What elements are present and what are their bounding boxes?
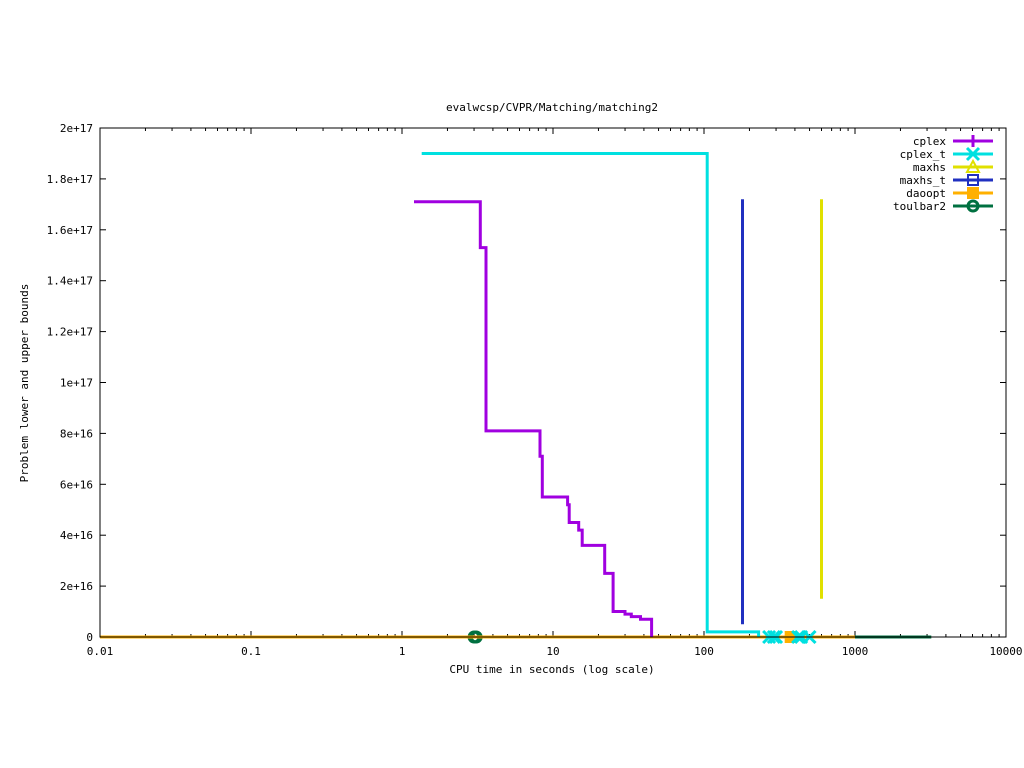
series-line — [421, 152, 761, 637]
legend-label: toulbar2 — [893, 200, 946, 213]
legend-item-toulbar2: toulbar2 — [893, 199, 993, 213]
y-tick-label: 1.8e+17 — [47, 173, 93, 186]
x-tick-label: 0.01 — [87, 645, 114, 658]
x-tick-label: 100 — [694, 645, 714, 658]
y-tick-label: 1e+17 — [60, 377, 93, 390]
x-tick-label: 1 — [399, 645, 406, 658]
x-marker — [965, 146, 981, 162]
series-cplex — [414, 200, 654, 637]
square-marker — [967, 174, 979, 186]
x-axis-label: CPU time in seconds (log scale) — [449, 663, 654, 676]
legend-item-maxhs: maxhs — [913, 158, 993, 174]
legend-label: daoopt — [906, 187, 946, 200]
legend-item-cplex: cplex — [913, 135, 993, 148]
y-tick-label: 6e+16 — [60, 478, 93, 491]
legend-label: cplex_t — [900, 148, 946, 161]
circle-marker — [966, 199, 980, 213]
legend-item-maxhs-t: maxhs_t — [900, 174, 993, 187]
legend-item-daoopt: daoopt — [906, 187, 993, 200]
y-tick-label: 0 — [86, 631, 93, 644]
legend-label: cplex — [913, 135, 946, 148]
series-line — [414, 200, 654, 637]
triangle-marker — [965, 158, 981, 173]
x-tick-label: 10000 — [989, 645, 1022, 658]
axis-ticks: 0.01 0.1 1 10 100 1000 10000 0 2e+16 4e+16 6e+16 8e… — [47, 122, 1023, 658]
y-tick-label: 2e+17 — [60, 122, 93, 135]
plus-marker — [967, 135, 979, 147]
plot-frame — [99, 127, 1007, 638]
x-tick-label: 0.1 — [241, 645, 261, 658]
y-tick-label: 1.2e+17 — [47, 326, 93, 339]
y-tick-label: 1.4e+17 — [47, 275, 93, 288]
legend-item-cplex-t: cplex_t — [900, 146, 993, 162]
y-tick-label: 1.6e+17 — [47, 224, 93, 237]
filled-square-marker — [967, 187, 979, 199]
y-tick-label: 2e+16 — [60, 580, 93, 593]
y-tick-label: 4e+16 — [60, 529, 93, 542]
x-tick-label: 1000 — [842, 645, 869, 658]
chart-title: evalwcsp/CVPR/Matching/matching2 — [446, 101, 658, 114]
legend-label: maxhs_t — [900, 174, 946, 187]
y-axis-label: Problem lower and upper bounds — [18, 284, 31, 483]
plot-area — [100, 152, 932, 645]
legend-label: maxhs — [913, 161, 946, 174]
x-tick-label: 10 — [546, 645, 559, 658]
y-tick-label: 8e+16 — [60, 427, 93, 440]
